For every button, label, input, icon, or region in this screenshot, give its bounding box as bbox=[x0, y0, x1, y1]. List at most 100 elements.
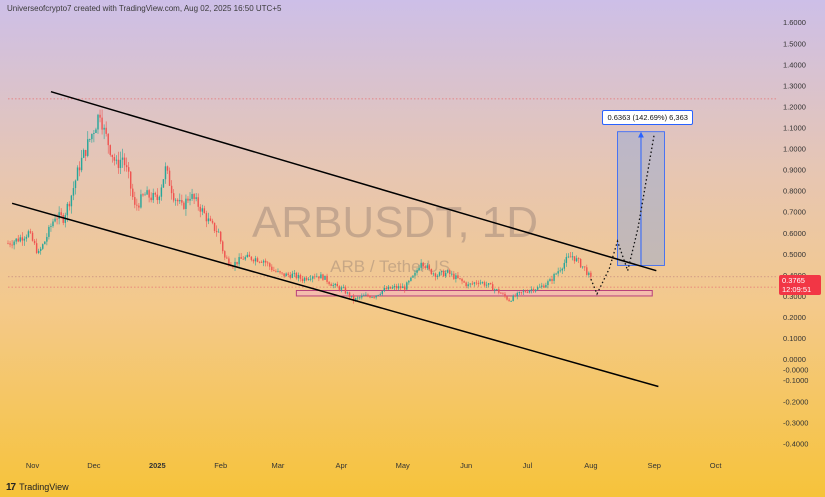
candle-body[interactable] bbox=[524, 291, 527, 293]
candle-body[interactable] bbox=[522, 291, 525, 293]
candle-body[interactable] bbox=[428, 265, 431, 270]
candle-body[interactable] bbox=[577, 258, 580, 260]
candle-body[interactable] bbox=[291, 273, 294, 278]
candle-body[interactable] bbox=[334, 283, 336, 286]
candle-body[interactable] bbox=[473, 282, 476, 284]
candle-body[interactable] bbox=[160, 187, 163, 197]
candle-body[interactable] bbox=[567, 256, 570, 258]
candle-body[interactable] bbox=[209, 218, 212, 221]
candle-body[interactable] bbox=[224, 251, 226, 258]
candle-body[interactable] bbox=[252, 259, 255, 262]
candle-body[interactable] bbox=[338, 286, 341, 290]
candle-body[interactable] bbox=[588, 272, 590, 275]
candle-body[interactable] bbox=[539, 286, 541, 288]
candle-body[interactable] bbox=[381, 290, 383, 295]
candle-body[interactable] bbox=[62, 214, 64, 223]
candle-body[interactable] bbox=[363, 295, 365, 296]
candle-body[interactable] bbox=[318, 276, 320, 279]
candle-body[interactable] bbox=[132, 188, 134, 198]
candle-body[interactable] bbox=[357, 297, 359, 299]
candle-body[interactable] bbox=[199, 206, 201, 212]
candle-body[interactable] bbox=[9, 243, 11, 245]
candle-body[interactable] bbox=[354, 298, 357, 301]
candle-body[interactable] bbox=[563, 262, 566, 269]
candle-body[interactable] bbox=[148, 190, 150, 198]
candle-body[interactable] bbox=[213, 222, 216, 231]
candle-body[interactable] bbox=[418, 267, 420, 271]
candle-body[interactable] bbox=[101, 117, 103, 130]
candle-body[interactable] bbox=[42, 244, 44, 249]
candle-body[interactable] bbox=[426, 265, 428, 268]
candle-body[interactable] bbox=[109, 145, 111, 155]
candle-body[interactable] bbox=[285, 273, 287, 277]
candle-body[interactable] bbox=[455, 275, 457, 279]
candle-body[interactable] bbox=[254, 258, 257, 262]
candle-body[interactable] bbox=[170, 185, 173, 194]
candle-body[interactable] bbox=[451, 273, 453, 275]
candle-body[interactable] bbox=[543, 285, 545, 288]
candle-body[interactable] bbox=[326, 275, 328, 282]
candle-body[interactable] bbox=[424, 266, 426, 268]
tradingview-footer[interactable]: 17 TradingView bbox=[6, 479, 69, 495]
candle-body[interactable] bbox=[205, 213, 208, 222]
candle-body[interactable] bbox=[551, 279, 553, 281]
candle-body[interactable] bbox=[481, 282, 484, 284]
candle-body[interactable] bbox=[461, 278, 463, 282]
candle-body[interactable] bbox=[420, 262, 422, 268]
candle-body[interactable] bbox=[158, 196, 161, 201]
candle-body[interactable] bbox=[179, 200, 181, 202]
support-zone-rect[interactable] bbox=[295, 289, 653, 297]
candle-body[interactable] bbox=[467, 284, 469, 287]
candle-body[interactable] bbox=[226, 257, 228, 259]
candle-body[interactable] bbox=[70, 195, 73, 207]
candle-body[interactable] bbox=[78, 167, 81, 171]
candle-body[interactable] bbox=[516, 292, 518, 297]
candle-body[interactable] bbox=[344, 287, 347, 294]
candle-body[interactable] bbox=[87, 139, 89, 156]
candle-body[interactable] bbox=[238, 257, 240, 265]
candle-body[interactable] bbox=[219, 231, 222, 242]
candle-body[interactable] bbox=[512, 295, 514, 301]
candle-body[interactable] bbox=[520, 291, 523, 293]
candle-body[interactable] bbox=[586, 267, 588, 275]
candle-body[interactable] bbox=[183, 202, 185, 209]
candle-body[interactable] bbox=[40, 248, 42, 251]
candle-body[interactable] bbox=[146, 190, 148, 195]
candle-body[interactable] bbox=[342, 287, 345, 289]
candle-body[interactable] bbox=[565, 257, 568, 263]
candle-body[interactable] bbox=[579, 259, 582, 268]
candle-body[interactable] bbox=[105, 127, 107, 134]
candle-body[interactable] bbox=[584, 266, 586, 268]
candle-body[interactable] bbox=[187, 198, 189, 201]
candle-body[interactable] bbox=[309, 278, 312, 280]
candle-body[interactable] bbox=[21, 237, 24, 241]
candle-body[interactable] bbox=[469, 283, 471, 285]
candle-body[interactable] bbox=[123, 157, 126, 166]
candle-body[interactable] bbox=[430, 269, 433, 275]
candle-body[interactable] bbox=[258, 261, 261, 263]
candle-body[interactable] bbox=[590, 272, 592, 277]
candle-body[interactable] bbox=[457, 275, 459, 279]
candle-body[interactable] bbox=[545, 285, 547, 288]
candle-body[interactable] bbox=[275, 270, 277, 272]
candle-body[interactable] bbox=[279, 271, 281, 273]
candle-body[interactable] bbox=[320, 274, 322, 279]
candle-body[interactable] bbox=[459, 278, 461, 279]
candle-body[interactable] bbox=[113, 157, 116, 161]
candle-body[interactable] bbox=[66, 203, 69, 216]
candle-body[interactable] bbox=[359, 297, 361, 299]
candle-body[interactable] bbox=[328, 281, 330, 285]
candle-body[interactable] bbox=[383, 287, 386, 291]
candle-body[interactable] bbox=[453, 273, 455, 279]
candle-body[interactable] bbox=[56, 218, 58, 220]
candle-body[interactable] bbox=[303, 277, 306, 282]
candle-body[interactable] bbox=[377, 294, 379, 296]
candle-body[interactable] bbox=[37, 250, 40, 253]
candle-body[interactable] bbox=[379, 294, 381, 295]
candle-body[interactable] bbox=[534, 289, 537, 292]
candle-body[interactable] bbox=[31, 232, 34, 241]
candle-body[interactable] bbox=[260, 261, 263, 263]
candle-body[interactable] bbox=[440, 271, 443, 273]
candle-body[interactable] bbox=[185, 198, 187, 209]
